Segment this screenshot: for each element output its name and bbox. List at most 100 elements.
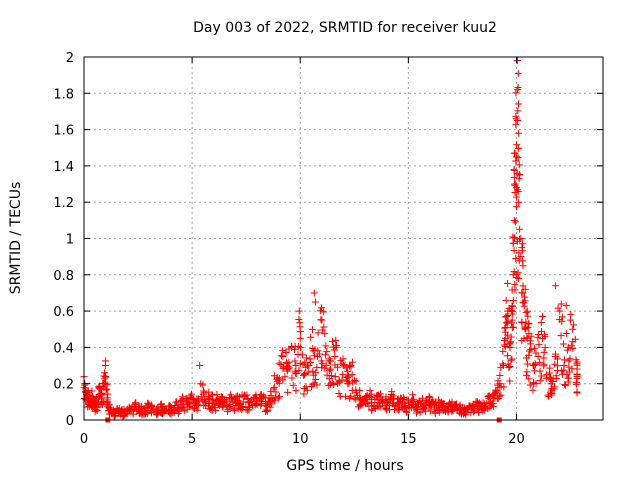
data-point — [284, 388, 292, 396]
data-point — [371, 395, 379, 403]
data-point — [509, 323, 517, 331]
data-point — [333, 341, 341, 349]
data-point — [180, 407, 188, 415]
data-point — [186, 402, 194, 410]
data-point — [233, 392, 241, 400]
y-tick-label: 0 — [66, 414, 74, 429]
data-point — [530, 362, 538, 370]
data-point — [327, 380, 335, 388]
data-point — [413, 399, 421, 407]
data-point — [345, 372, 353, 380]
data-point — [512, 112, 520, 120]
data-point — [311, 346, 319, 354]
data-point — [537, 319, 545, 327]
data-point — [285, 364, 293, 372]
data-point — [227, 404, 235, 412]
data-point — [530, 344, 538, 352]
data-point — [529, 386, 537, 394]
data-point — [439, 400, 447, 408]
data-point — [525, 319, 533, 327]
data-point — [503, 352, 511, 360]
data-point — [515, 129, 523, 137]
data-point — [556, 307, 564, 315]
data-point — [335, 390, 343, 398]
data-point — [310, 289, 318, 297]
data-point — [565, 368, 573, 376]
data-point — [272, 388, 280, 396]
data-point — [540, 362, 548, 370]
data-point — [562, 329, 570, 337]
data-point — [534, 334, 542, 342]
data-point — [316, 307, 324, 315]
y-tick-label: 1.2 — [53, 196, 74, 211]
data-point — [332, 336, 340, 344]
data-point — [138, 411, 146, 419]
data-point — [461, 406, 469, 414]
data-point — [348, 371, 356, 379]
data-point — [338, 360, 346, 368]
data-point — [422, 399, 430, 407]
data-point — [346, 362, 354, 370]
data-point — [513, 141, 520, 149]
data-point — [523, 368, 531, 376]
data-point — [448, 407, 456, 415]
data-point — [388, 390, 396, 398]
data-point — [507, 338, 515, 346]
data-point — [292, 370, 300, 378]
data-point — [541, 344, 549, 352]
data-point — [356, 386, 364, 394]
data-point — [228, 393, 236, 401]
data-point — [558, 367, 566, 375]
data-point — [514, 144, 522, 152]
data-point — [566, 355, 574, 363]
data-point — [327, 357, 335, 365]
data-point — [536, 377, 544, 385]
data-point — [347, 361, 355, 369]
data-point — [564, 343, 572, 351]
data-point — [507, 356, 515, 364]
data-point — [374, 391, 382, 399]
data-point — [500, 341, 508, 349]
data-point — [288, 374, 296, 382]
data-point — [519, 289, 527, 297]
data-point — [536, 367, 544, 375]
data-point — [318, 326, 326, 334]
data-point — [503, 313, 511, 321]
data-point — [485, 392, 493, 400]
data-point — [102, 372, 110, 380]
data-point — [194, 400, 202, 408]
data-point — [508, 303, 516, 311]
data-point — [507, 333, 515, 341]
data-point — [558, 313, 566, 321]
data-point — [512, 89, 520, 97]
data-point — [397, 394, 405, 402]
chart-title: Day 003 of 2022, SRMTID for receiver kuu… — [193, 20, 497, 36]
data-point — [514, 70, 522, 78]
data-point — [303, 386, 311, 394]
data-point — [296, 328, 304, 336]
data-point — [517, 253, 525, 261]
data-point — [101, 369, 109, 377]
data-point — [522, 309, 530, 317]
data-point — [146, 406, 154, 414]
data-point — [219, 393, 227, 401]
data-point — [573, 388, 581, 396]
data-point — [281, 373, 289, 381]
data-point — [501, 324, 509, 332]
data-point — [511, 234, 519, 242]
data-point — [321, 330, 329, 338]
data-point — [339, 355, 347, 363]
data-points — [80, 57, 581, 423]
data-point — [514, 269, 522, 277]
data-point — [98, 390, 106, 398]
data-point — [284, 362, 292, 370]
x-tick-label: 0 — [80, 432, 88, 447]
data-point — [301, 370, 309, 378]
data-point — [489, 403, 497, 411]
data-point — [270, 383, 278, 391]
data-point — [513, 184, 520, 192]
data-point — [569, 325, 577, 333]
data-point — [530, 380, 538, 388]
data-point — [515, 275, 523, 283]
